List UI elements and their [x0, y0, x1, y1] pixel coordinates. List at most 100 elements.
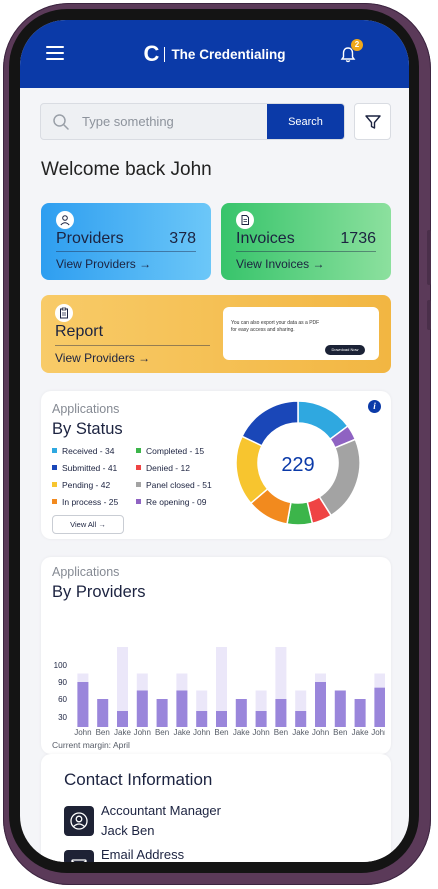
email-icon	[64, 850, 94, 862]
x-tick-label: John	[74, 728, 91, 735]
status-kicker: Applications	[52, 402, 120, 416]
bar-background	[117, 647, 128, 727]
bar	[136, 690, 148, 727]
contact-label-manager: Accountant Manager	[101, 803, 221, 818]
search-button[interactable]: Search	[267, 104, 344, 139]
contact-label-email: Email Address	[101, 847, 185, 862]
app-screen: C The Credentialing 2 Search Welcome bac…	[20, 20, 409, 862]
y-tick-label: 30	[58, 713, 67, 722]
x-tick-label: Ben	[333, 728, 347, 735]
phone-side-button	[427, 230, 431, 285]
legend-item-re-opening: Re opening - 09	[136, 497, 207, 507]
invoice-icon	[236, 211, 254, 229]
c-logo-icon: C	[143, 41, 160, 66]
export-note: You can also export your data as a PDF f…	[223, 307, 379, 360]
menu-icon[interactable]	[46, 46, 64, 60]
view-invoices-link[interactable]: View Invoices →	[236, 257, 325, 271]
notification-bell-icon[interactable]: 2	[339, 39, 363, 64]
bar	[97, 699, 109, 727]
legend-item-denied: Denied - 12	[136, 463, 190, 473]
x-tick-label: Jake	[173, 728, 190, 735]
legend-dot	[52, 448, 57, 453]
brand-logo: C The Credentialing	[144, 43, 286, 65]
legend-item-received: Received - 34	[52, 446, 114, 456]
donut-total: 229	[281, 454, 314, 476]
search-bar: Search	[40, 103, 345, 140]
bar	[235, 699, 247, 727]
bar	[117, 711, 128, 727]
status-heading: By Status	[52, 420, 123, 438]
app-header: C The Credentialing 2	[20, 20, 409, 88]
view-providers-link[interactable]: View Providers →	[56, 257, 152, 271]
bar-background	[196, 690, 208, 727]
providers-kicker: Applications	[52, 565, 120, 579]
contact-title: Contact Information	[64, 770, 213, 789]
legend-dot	[52, 465, 57, 470]
info-icon[interactable]: i	[368, 400, 381, 413]
x-tick-label: John	[312, 728, 329, 735]
bar	[77, 682, 89, 727]
legend-dot	[52, 482, 57, 487]
legend-item-in-process: In process - 25	[52, 497, 118, 507]
notification-badge: 2	[351, 39, 363, 51]
providers-card[interactable]: Providers 378 View Providers →	[41, 203, 211, 280]
filter-icon	[364, 114, 381, 129]
applications-status-panel: Applications By Status Received - 34 Com…	[41, 391, 391, 539]
legend-dot	[52, 499, 57, 504]
x-tick-label: Jake	[233, 728, 250, 735]
legend-dot	[136, 448, 141, 453]
bar	[196, 711, 208, 727]
status-donut-chart: 229	[235, 400, 361, 526]
legend-item-panel-closed: Panel closed - 51	[136, 480, 212, 490]
search-icon	[52, 113, 70, 131]
user-icon	[56, 211, 74, 229]
chart-footnote: Current margin: April	[52, 740, 130, 750]
bar	[295, 711, 307, 727]
export-note-text: You can also export your data as a PDF f…	[231, 320, 320, 333]
contact-value-manager: Jack Ben	[101, 823, 155, 838]
x-tick-label: John	[371, 728, 385, 735]
x-tick-label: Ben	[96, 728, 110, 735]
x-tick-label: Ben	[274, 728, 288, 735]
donut-segment	[241, 400, 299, 447]
report-icon	[55, 304, 73, 322]
providers-count: 378	[169, 230, 196, 247]
legend-dot	[136, 499, 141, 504]
x-tick-label: Jake	[114, 728, 131, 735]
invoices-card[interactable]: Invoices 1736 View Invoices →	[221, 203, 391, 280]
y-tick-label: 60	[58, 695, 67, 704]
download-now-button[interactable]: Download Now	[325, 345, 365, 355]
bar-background	[216, 647, 227, 727]
legend-item-completed: Completed - 15	[136, 446, 204, 456]
report-card: Report View Providers → You can also exp…	[41, 295, 391, 373]
report-title: Report	[55, 323, 104, 340]
applications-providers-panel: Applications By Providers 100 90 60 30 John B…	[41, 557, 391, 754]
x-tick-label: Jake	[292, 728, 309, 735]
legend-dot	[136, 482, 141, 487]
brand-name: The Credentialing	[171, 46, 286, 62]
user-avatar-icon	[64, 806, 94, 836]
providers-heading: By Providers	[52, 583, 146, 601]
filter-button[interactable]	[354, 103, 391, 140]
invoices-title: Invoices	[236, 230, 295, 247]
bar	[334, 690, 346, 727]
legend-item-submitted: Submitted - 41	[52, 463, 117, 473]
y-tick-label: 100	[54, 661, 68, 670]
search-input[interactable]	[82, 104, 262, 139]
bar	[255, 711, 267, 727]
bar-background	[255, 690, 267, 727]
legend-dot	[136, 465, 141, 470]
bar	[275, 699, 287, 727]
view-all-button[interactable]: View All →	[52, 515, 124, 534]
bar	[374, 687, 385, 727]
legend-item-pending: Pending - 42	[52, 480, 110, 490]
providers-title: Providers	[56, 230, 124, 247]
phone-side-button	[427, 300, 431, 330]
bar	[176, 690, 188, 727]
report-view-providers-link[interactable]: View Providers →	[55, 351, 151, 365]
welcome-heading: Welcome back John	[41, 159, 212, 180]
y-tick-label: 90	[58, 678, 67, 687]
invoices-count: 1736	[340, 230, 376, 247]
donut-segment	[318, 438, 361, 517]
